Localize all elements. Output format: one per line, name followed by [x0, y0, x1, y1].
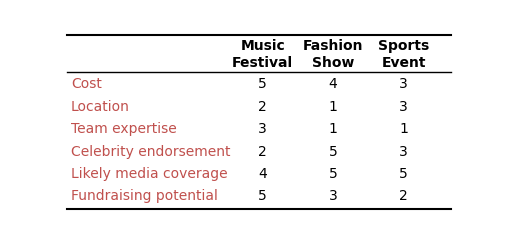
- Text: Fundraising potential: Fundraising potential: [71, 189, 218, 203]
- Text: 4: 4: [329, 77, 337, 91]
- Text: Celebrity endorsement: Celebrity endorsement: [71, 144, 230, 158]
- Text: 1: 1: [399, 122, 408, 136]
- Text: 1: 1: [329, 100, 338, 113]
- Text: Cost: Cost: [71, 77, 102, 91]
- Text: 5: 5: [399, 166, 408, 180]
- Text: 3: 3: [399, 144, 408, 158]
- Text: 2: 2: [399, 189, 408, 203]
- Text: Location: Location: [71, 100, 130, 113]
- Text: Sports
Event: Sports Event: [378, 39, 429, 70]
- Text: 3: 3: [329, 189, 337, 203]
- Text: 4: 4: [259, 166, 267, 180]
- Text: 3: 3: [259, 122, 267, 136]
- Text: 5: 5: [329, 166, 337, 180]
- Text: 3: 3: [399, 77, 408, 91]
- Text: Fashion
Show: Fashion Show: [303, 39, 364, 70]
- Text: 1: 1: [329, 122, 338, 136]
- Text: Team expertise: Team expertise: [71, 122, 177, 136]
- Text: 2: 2: [259, 144, 267, 158]
- Text: 5: 5: [259, 77, 267, 91]
- Text: 3: 3: [399, 100, 408, 113]
- Text: 2: 2: [259, 100, 267, 113]
- Text: Likely media coverage: Likely media coverage: [71, 166, 228, 180]
- Text: 5: 5: [259, 189, 267, 203]
- Text: Music
Festival: Music Festival: [232, 39, 293, 70]
- Text: 5: 5: [329, 144, 337, 158]
